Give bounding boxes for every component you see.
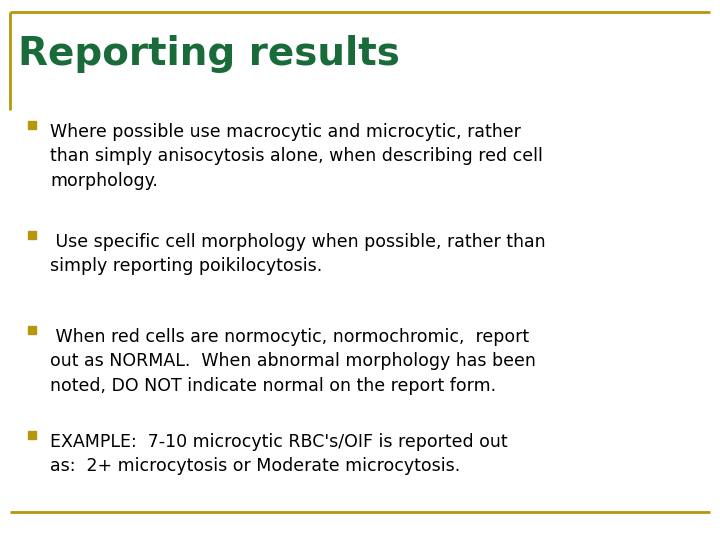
Bar <box>28 121 36 129</box>
Bar <box>28 231 36 239</box>
Text: Reporting results: Reporting results <box>18 35 400 73</box>
Text: Where possible use macrocytic and microcytic, rather
than simply anisocytosis al: Where possible use macrocytic and microc… <box>50 123 543 190</box>
Text: EXAMPLE:  7-10 microcytic RBC's/OIF is reported out
as:  2+ microcytosis or Mode: EXAMPLE: 7-10 microcytic RBC's/OIF is re… <box>50 433 508 475</box>
Bar <box>28 431 36 439</box>
Text: Use specific cell morphology when possible, rather than
simply reporting poikilo: Use specific cell morphology when possib… <box>50 233 546 275</box>
Bar <box>28 326 36 334</box>
Text: When red cells are normocytic, normochromic,  report
out as NORMAL.  When abnorm: When red cells are normocytic, normochro… <box>50 328 536 395</box>
